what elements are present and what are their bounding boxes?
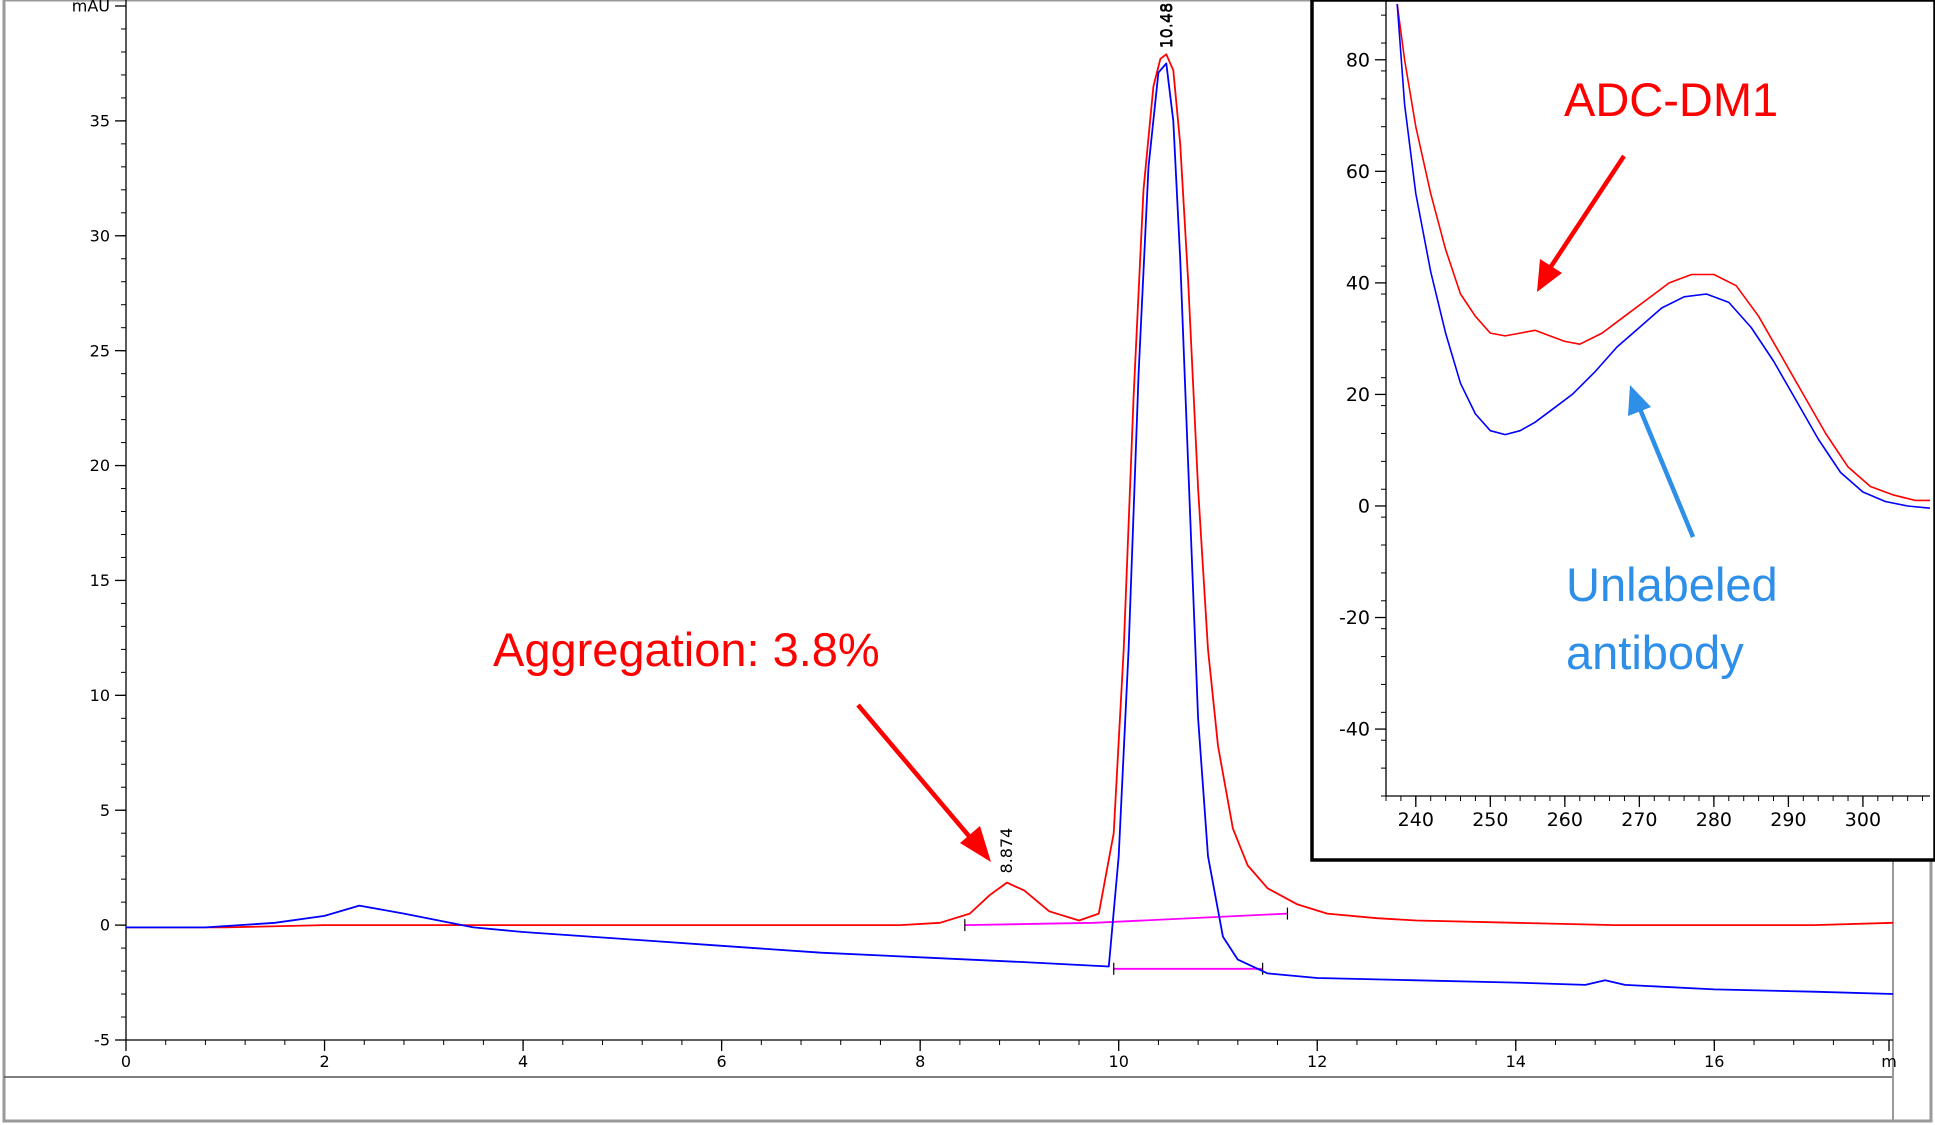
aggregation-label: Aggregation: 3.8% [493, 623, 880, 676]
x-tick-label: 8 [915, 1052, 925, 1071]
unlabeled-antibody-label-line1: Unlabeled [1566, 558, 1778, 611]
y-tick-label: 40 [1346, 273, 1370, 295]
y-tick-label: 0 [100, 916, 110, 935]
x-tick-label: 290 [1770, 809, 1806, 831]
x-tick-label: 2 [319, 1052, 329, 1071]
y-tick-label: 25 [90, 341, 110, 360]
inset-panel [1310, 0, 1935, 862]
peak-label: 10.48 [1156, 3, 1175, 49]
y-tick-label: 30 [90, 226, 110, 245]
x-tick-label: 280 [1696, 809, 1732, 831]
y-tick-label: 0 [1358, 496, 1370, 518]
unlabeled-antibody-label-line2: antibody [1566, 626, 1744, 679]
x-tick-label: 14 [1506, 1052, 1526, 1071]
y-tick-label: -20 [1339, 607, 1370, 629]
peak-label: 10.48 [1157, 3, 1176, 49]
y-tick-label: 60 [1346, 161, 1370, 183]
y-tick-label: 80 [1346, 49, 1370, 71]
adc-arrow [1537, 154, 1626, 292]
x-tick-label: 240 [1398, 809, 1434, 831]
series-line-blue [1396, 3, 1931, 509]
x-end-tick-label: m [1881, 1052, 1897, 1071]
y-tick-label: 15 [90, 571, 110, 590]
x-tick-label: 10 [1109, 1052, 1129, 1071]
x-tick-label: 4 [518, 1052, 528, 1071]
x-tick-label: 16 [1704, 1052, 1724, 1071]
y-tick-label: -5 [94, 1031, 110, 1050]
series-line-blue [126, 62, 1894, 995]
x-tick-label: 300 [1845, 809, 1881, 831]
y-tick-label: 20 [90, 456, 110, 475]
x-tick-label: 12 [1307, 1052, 1327, 1071]
x-tick-label: 260 [1547, 809, 1583, 831]
uv-spectrum-inset-chart: -40-20020406080240250260270280290300nm [1339, 0, 1931, 831]
unlabeled-arrow [1628, 385, 1696, 538]
y-tick-label: mAU [72, 0, 110, 16]
y-tick-label: 5 [100, 801, 110, 820]
y-tick-label: 35 [90, 111, 110, 130]
peak-label: 8.874 [997, 828, 1016, 874]
integration-baseline [964, 912, 1288, 926]
y-tick-label: 10 [90, 686, 110, 705]
x-tick-label: 250 [1472, 809, 1508, 831]
series-line-red [1396, 3, 1930, 502]
series-line-red [126, 53, 1894, 929]
adc-dm1-label: ADC-DM1 [1564, 73, 1778, 126]
y-tick-label: -40 [1339, 719, 1370, 741]
x-tick-label: 6 [717, 1052, 727, 1071]
x-tick-label: 270 [1621, 809, 1657, 831]
chromatogram-chart: -5 0 5 10 15 20 25 30 35 mAU 0 2 4 6 8 10 12 14 16 m 8.874 10… [72, 0, 1897, 1071]
x-tick-label: 0 [121, 1052, 131, 1071]
y-tick-label: 20 [1346, 384, 1370, 406]
aggregation-arrow [856, 703, 991, 862]
